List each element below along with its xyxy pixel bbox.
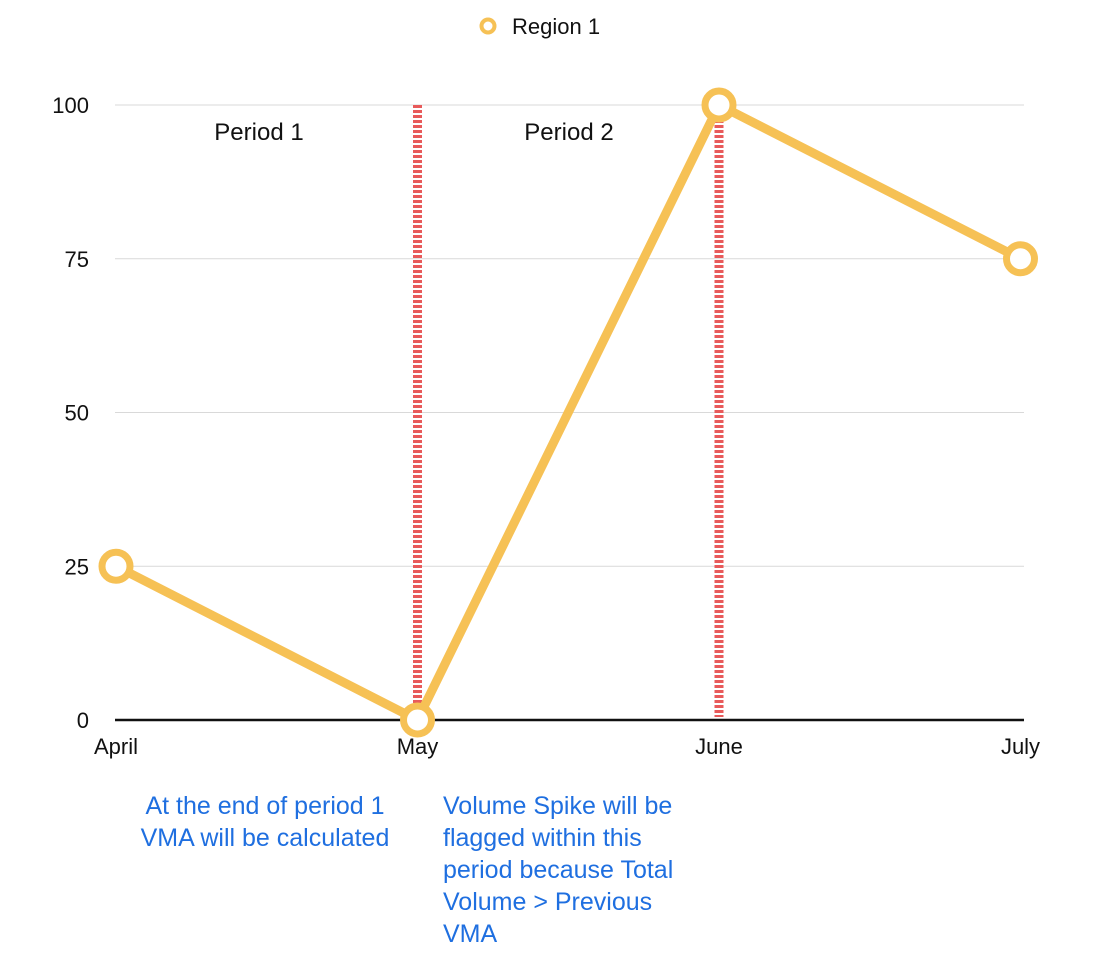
x-tick-label: April — [94, 734, 138, 759]
period-markers — [413, 105, 724, 717]
x-axis-ticks: April May June July — [94, 734, 1040, 759]
note-period-2: Volume Spike will be flagged within this… — [443, 792, 674, 948]
y-axis-ticks: 0 25 50 75 100 — [52, 93, 89, 733]
legend-marker — [479, 17, 497, 35]
y-tick-label: 75 — [65, 247, 89, 272]
y-tick-label: 50 — [65, 401, 89, 426]
series-region-1 — [98, 87, 1038, 738]
data-point-april — [98, 548, 134, 584]
y-tick-label: 100 — [52, 93, 89, 118]
gridlines — [115, 104, 1024, 567]
note-period-1: At the end of period 1 VMA will be calcu… — [140, 792, 390, 852]
y-tick-label: 0 — [77, 708, 89, 733]
x-tick-label: June — [695, 734, 743, 759]
y-tick-label: 25 — [65, 554, 89, 579]
data-point-may — [400, 702, 435, 738]
data-point-june — [701, 87, 737, 123]
x-tick-label: July — [1001, 734, 1040, 759]
series-line — [111, 100, 1025, 725]
x-tick-label: May — [397, 734, 439, 759]
period-1-label: Period 1 — [214, 119, 303, 146]
period-2-label: Period 2 — [524, 119, 613, 146]
legend: Region 1 — [479, 14, 600, 39]
data-point-july — [1003, 241, 1038, 277]
legend-label: Region 1 — [512, 14, 600, 39]
